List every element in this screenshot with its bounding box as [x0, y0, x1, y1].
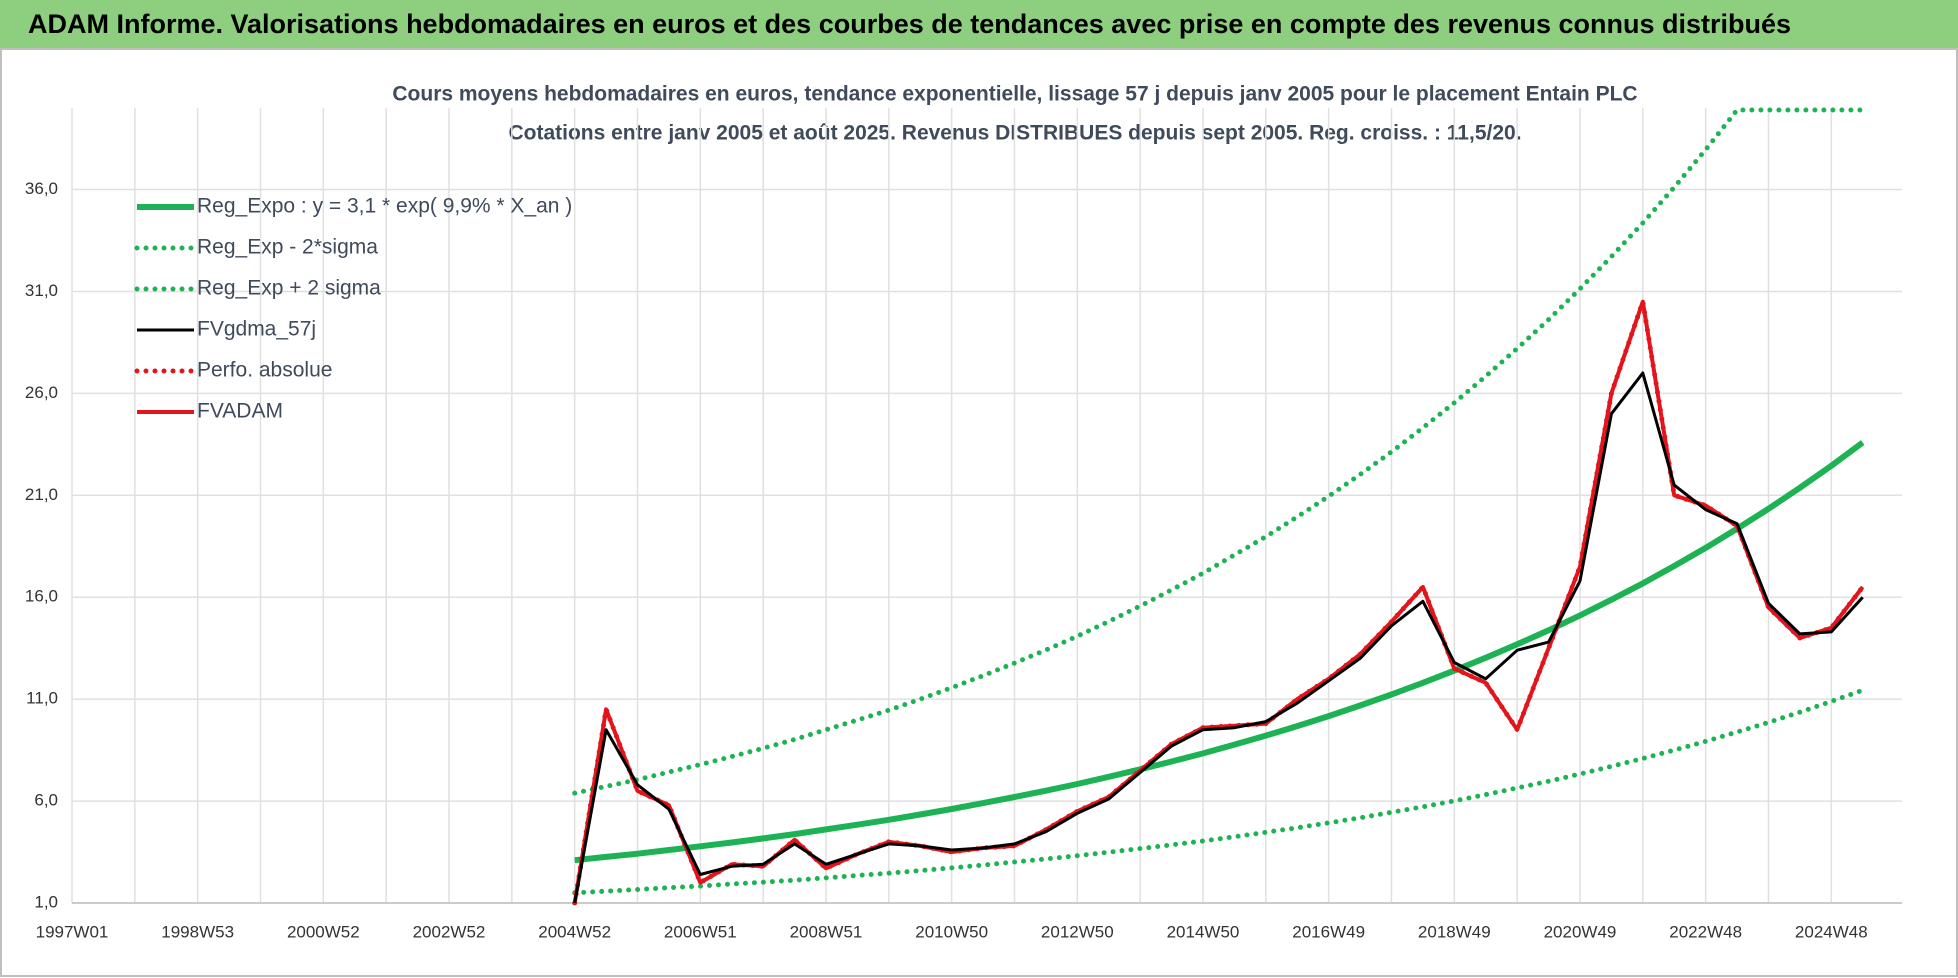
x-tick-label: 2018W49 [1418, 922, 1491, 941]
legend-label: Reg_Exp + 2 sigma [197, 277, 381, 300]
x-tick-label: 2012W50 [1041, 922, 1114, 941]
chart: Cours moyens hebdomadaires en euros, ten… [0, 48, 1958, 977]
x-tick-label: 2004W52 [538, 922, 611, 941]
y-tick-label: 6,0 [34, 791, 58, 810]
x-tick-label: 1997W01 [36, 922, 109, 941]
x-tick-label: 2006W51 [664, 922, 737, 941]
y-tick-label: 31,0 [25, 281, 58, 300]
x-tick-label: 2010W50 [915, 922, 988, 941]
y-tick-label: 16,0 [25, 587, 58, 606]
x-tick-label: 2000W52 [287, 922, 360, 941]
x-tick-label: 2008W51 [790, 922, 863, 941]
chart-frame [0, 48, 1958, 977]
x-tick-label: 1998W53 [161, 922, 234, 941]
y-tick-label: 26,0 [25, 383, 58, 402]
x-tick-label: 2002W52 [413, 922, 486, 941]
y-tick-label: 11,0 [26, 689, 58, 708]
header-title: ADAM Informe. Valorisations hebdomadaire… [0, 0, 1958, 48]
x-tick-label: 2022W48 [1669, 922, 1742, 941]
series-line [572, 107, 1866, 796]
y-tick-label: 36,0 [25, 179, 58, 198]
y-tick-label: 1,0 [34, 892, 58, 911]
series-line [574, 440, 1865, 864]
series-line [572, 687, 1866, 896]
legend-label: Reg_Expo : y = 3,1 * exp( 9,9% * X_an ) [197, 195, 572, 218]
x-tick-label: 2020W49 [1544, 922, 1617, 941]
x-tick-label: 2014W50 [1167, 922, 1240, 941]
legend-label: FVADAM [197, 400, 283, 423]
chart-title: Cours moyens hebdomadaires en euros, ten… [392, 83, 1637, 106]
y-tick-label: 21,0 [25, 485, 58, 504]
series-line [573, 371, 1864, 904]
x-tick-label: 2024W48 [1795, 922, 1868, 941]
x-tick-label: 2016W49 [1292, 922, 1365, 941]
legend-label: Reg_Exp - 2*sigma [197, 236, 378, 259]
series-line [572, 299, 1865, 904]
legend-label: Perfo. absolue [197, 359, 332, 382]
legend-label: FVgdma_57j [197, 318, 316, 341]
